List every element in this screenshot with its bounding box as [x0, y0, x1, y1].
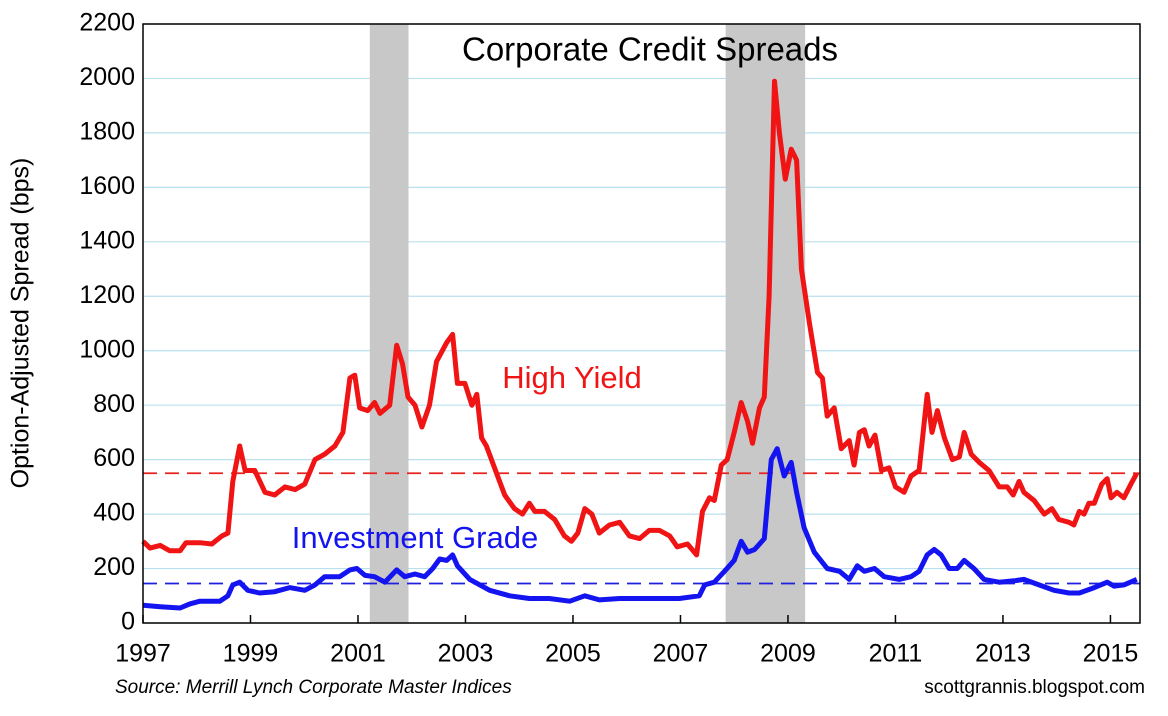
x-tick-label: 2009: [760, 640, 816, 668]
x-tick-label: 2011: [869, 640, 923, 668]
y-tick-label: 1200: [79, 281, 135, 309]
y-tick-label: 2200: [79, 9, 135, 37]
series-line: [142, 446, 1138, 611]
x-tick-label: 1997: [115, 640, 171, 668]
y-tick-label: 1600: [79, 172, 135, 200]
y-tick-label: 400: [93, 499, 135, 527]
series-line: [141, 78, 1139, 558]
y-tick-label: 600: [93, 444, 135, 472]
y-axis-label: Option-Adjusted Spread (bps): [7, 158, 35, 489]
series-label: High Yield: [502, 360, 642, 395]
recession-band: [369, 24, 409, 623]
x-tick-label: 2001: [330, 640, 386, 668]
x-tick-label: 2007: [653, 640, 709, 668]
y-tick-label: 800: [93, 390, 135, 418]
y-tick-label: 1000: [79, 335, 135, 363]
x-tick-label: 1999: [223, 640, 279, 668]
chart-title: Corporate Credit Spreads: [462, 31, 838, 68]
y-tick-label: 200: [93, 553, 135, 581]
x-tick-label: 2005: [545, 640, 601, 668]
y-tick-label: 1400: [79, 226, 135, 254]
y-tick-label: 1800: [79, 118, 135, 146]
plot-frame: [142, 23, 1141, 624]
y-tick-label: 2000: [79, 63, 135, 91]
source-note: Source: Merrill Lynch Corporate Master I…: [115, 677, 512, 698]
x-tick-label: 2003: [438, 640, 494, 668]
series-label: Investment Grade: [292, 520, 538, 555]
x-tick-label: 2015: [1083, 640, 1139, 668]
credit: scottgrannis.blogspot.com: [924, 677, 1145, 698]
x-tick-label: 2013: [975, 640, 1031, 668]
plot-area: 0 200 400 600 800 1000 1200 1400 1600 1800 2000 220…: [79, 9, 1141, 668]
y-tick-label: 0: [121, 608, 135, 636]
